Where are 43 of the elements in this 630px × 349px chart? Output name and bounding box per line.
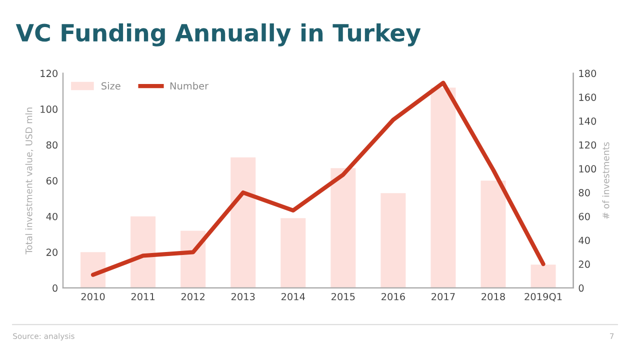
bar	[530, 264, 556, 288]
y2-tick-label: 0	[578, 284, 584, 292]
legend-label: Size	[102, 82, 120, 90]
y2-tick-label: 100	[579, 165, 596, 173]
y-axis-title: Total investment value, USD mln	[25, 108, 34, 254]
y2-tick-label: 140	[579, 117, 596, 125]
y2-axis-title: # of investments	[602, 142, 610, 219]
chart-title: VC Funding Annually in Turkey	[16, 23, 421, 46]
y2-tick-label: 40	[578, 236, 590, 244]
x-tick-label: 2017	[432, 292, 455, 300]
y-tick-label: 100	[40, 106, 58, 113]
bar	[380, 193, 406, 288]
y2-tick-label: 120	[579, 141, 596, 149]
x-tick-label: 2016	[382, 292, 405, 300]
y2-tick-label: 160	[579, 94, 596, 101]
bar	[430, 88, 456, 288]
y2-tick-label: 60	[578, 212, 590, 220]
x-tick-label: 2010	[81, 292, 105, 300]
bar	[330, 168, 356, 288]
x-tick-label: 2012	[181, 292, 204, 300]
y-tick-label: 120	[40, 70, 58, 78]
bar	[230, 157, 256, 288]
y2-tick-label: 80	[578, 189, 590, 196]
y-tick-label: 0	[52, 284, 58, 292]
bar	[130, 216, 156, 288]
bar	[80, 252, 106, 288]
x-tick-label: 2011	[131, 292, 155, 300]
x-tick-label: 2019Q1	[524, 292, 562, 302]
bar	[480, 180, 506, 288]
bar	[280, 218, 306, 288]
y2-tick-label: 20	[578, 260, 590, 268]
legend-label: Number	[170, 82, 209, 90]
y-tick-label: 40	[46, 212, 58, 220]
x-tick-label: 2018	[482, 292, 505, 300]
x-tick-label: 2015	[332, 292, 355, 300]
x-tick-label: 2014	[281, 292, 305, 300]
y-tick-label: 20	[46, 248, 58, 256]
line-series	[90, 80, 546, 277]
x-tick-label: 2013	[231, 292, 255, 300]
y2-tick-label: 180	[579, 70, 596, 78]
y-tick-label: 80	[46, 141, 58, 149]
y-tick-label: 60	[46, 177, 58, 184]
bar	[180, 230, 206, 288]
